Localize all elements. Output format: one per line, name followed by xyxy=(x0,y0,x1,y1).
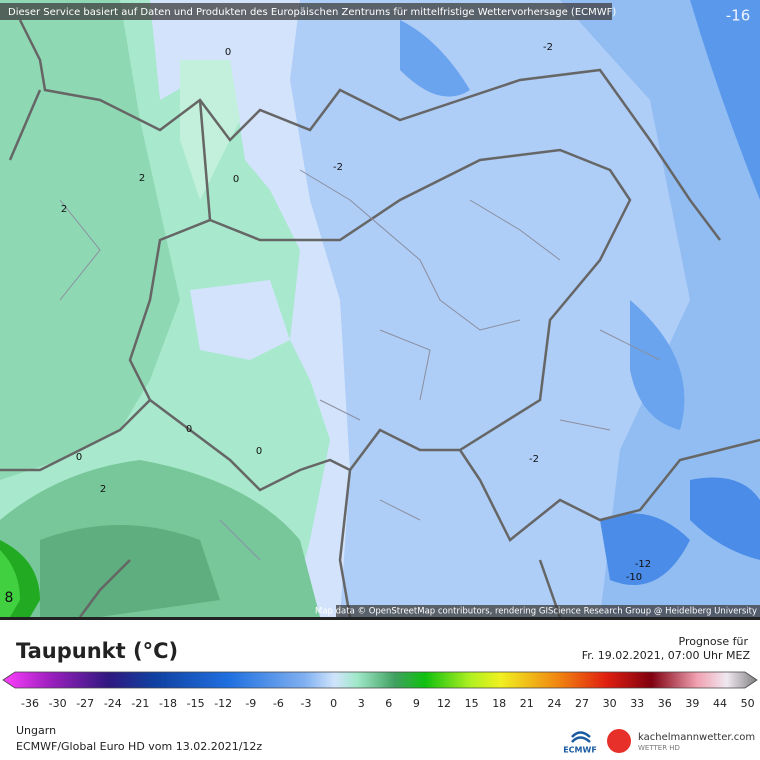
contour-label: 0 xyxy=(225,47,231,58)
scale-tick-label: -30 xyxy=(49,697,67,710)
scale-tick-label: -21 xyxy=(131,697,149,710)
site-sub: WETTER HD xyxy=(638,744,680,752)
contour-label: -16 xyxy=(726,7,751,25)
model-run: ECMWF/Global Euro HD vom 13.02.2021/12z xyxy=(16,740,262,753)
contour-label: 0 xyxy=(76,452,82,463)
scale-tick-label: -3 xyxy=(301,697,312,710)
contour-label: -12 xyxy=(635,559,651,570)
scale-tick-label: 18 xyxy=(492,697,506,710)
scale-tick-label: 44 xyxy=(713,697,727,710)
scale-tick-label: -27 xyxy=(76,697,94,710)
map: -16 0 -2 -2 2 0 2 0 0 0 2 -2 -12 -10 8 Dieser Service … xyxy=(0,0,760,618)
banner: Dieser Service basiert auf Daten und Pro… xyxy=(8,7,616,18)
scale-tick-label: 36 xyxy=(658,697,672,710)
color-scale xyxy=(2,671,758,689)
contour-label: 2 xyxy=(100,484,106,495)
contour-label: 8 xyxy=(5,590,14,606)
contour-label: 2 xyxy=(139,173,145,184)
scale-tick-label: 15 xyxy=(465,697,479,710)
contour-label: 0 xyxy=(256,446,262,457)
scale-tick-label: -24 xyxy=(104,697,122,710)
scale-tick-label: 30 xyxy=(603,697,617,710)
scale-tick-label: 24 xyxy=(547,697,561,710)
contour-label: -2 xyxy=(529,454,539,465)
scale-tick-label: -12 xyxy=(214,697,232,710)
scale-tick-label: 3 xyxy=(358,697,365,710)
site-name: kachelmannwetter.com xyxy=(638,732,755,743)
scale-tick-label: 21 xyxy=(520,697,534,710)
region: Ungarn xyxy=(16,724,56,737)
legend-title: Taupunkt (°C) xyxy=(16,639,178,663)
contour-label: 0 xyxy=(233,174,239,185)
ecmwf-icon xyxy=(571,731,591,743)
scale-tick-label: 39 xyxy=(685,697,699,710)
contour-label: 2 xyxy=(61,204,67,215)
attribution: Map data © OpenStreetMap contributors, r… xyxy=(315,607,757,617)
contour-label: -2 xyxy=(333,162,343,173)
forecast-date: Fr. 19.02.2021, 07:00 Uhr MEZ xyxy=(582,649,751,662)
scale-tick-label: 6 xyxy=(385,697,392,710)
scale-tick-label: 33 xyxy=(630,697,644,710)
scale-tick-label: 27 xyxy=(575,697,589,710)
scale-tick-label: 0 xyxy=(330,697,337,710)
scale-tick-label: -9 xyxy=(245,697,256,710)
scale-tick-label: -6 xyxy=(273,697,284,710)
contour-label: 0 xyxy=(186,424,192,435)
site-icon xyxy=(607,729,631,753)
scale-tick-label: 50 xyxy=(741,697,755,710)
ecmwf-logo: ECMWF xyxy=(563,746,597,755)
scale-tick-label: 12 xyxy=(437,697,451,710)
forecast-label: Prognose für xyxy=(679,635,749,648)
contour-label: -10 xyxy=(626,572,642,583)
scale-tick-label: -36 xyxy=(21,697,39,710)
scale-tick-label: -18 xyxy=(159,697,177,710)
scale-tick-label: 9 xyxy=(413,697,420,710)
contour-label: -2 xyxy=(543,42,553,53)
scale-tick-label: -15 xyxy=(187,697,205,710)
